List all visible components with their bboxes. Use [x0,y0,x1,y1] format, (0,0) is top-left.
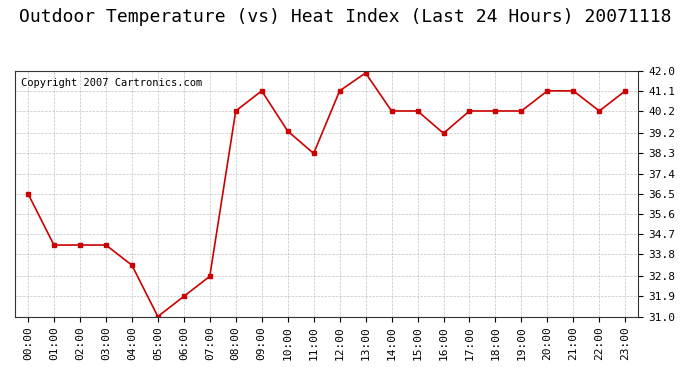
Text: Outdoor Temperature (vs) Heat Index (Last 24 Hours) 20071118: Outdoor Temperature (vs) Heat Index (Las… [19,8,671,26]
Text: Copyright 2007 Cartronics.com: Copyright 2007 Cartronics.com [21,78,202,88]
